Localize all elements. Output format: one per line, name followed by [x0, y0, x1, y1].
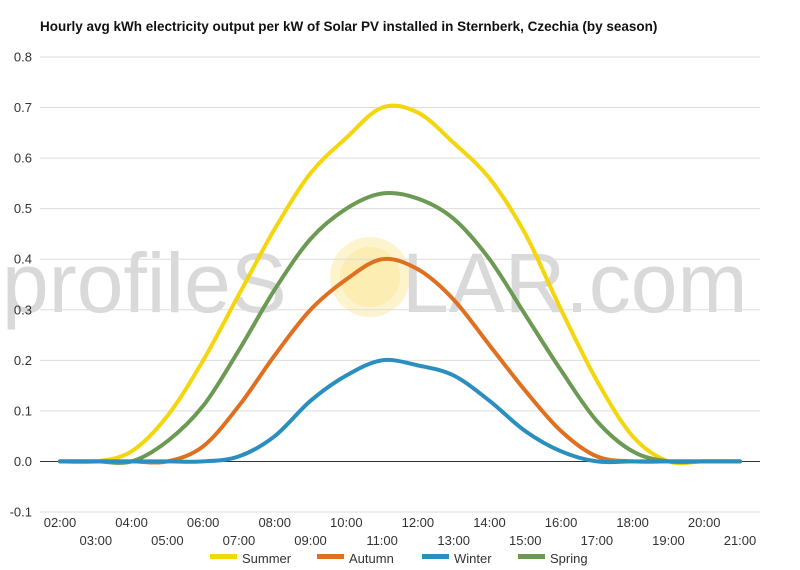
legend-swatch-autumn: [317, 554, 344, 559]
legend-swatch-winter: [422, 554, 449, 559]
x-tick-label: 18:00: [616, 515, 649, 530]
y-tick-label: 0.1: [14, 403, 32, 418]
x-tick-label: 03:00: [80, 533, 113, 548]
x-tick-label: 02:00: [44, 515, 77, 530]
x-tick-label: 11:00: [366, 533, 398, 548]
legend: Summer Autumn Winter Spring: [210, 551, 588, 566]
x-tick-label: 15:00: [509, 533, 542, 548]
legend-label-autumn: Autumn: [349, 551, 394, 566]
x-tick-label: 13:00: [437, 533, 470, 548]
legend-label-summer: Summer: [242, 551, 292, 566]
x-tick-label: 05:00: [151, 533, 184, 548]
x-tick-label: 17:00: [581, 533, 614, 548]
series-line-spring: [58, 190, 742, 465]
x-tick-label: 20:00: [688, 515, 721, 530]
x-tick-label: 07:00: [223, 533, 256, 548]
legend-swatch-spring: [518, 554, 545, 559]
y-tick-label: 0.5: [14, 201, 32, 216]
chart-title: Hourly avg kWh electricity output per kW…: [40, 19, 658, 34]
y-tick-label: 0.4: [14, 252, 32, 267]
series-lines: [58, 103, 742, 466]
x-tick-label: 08:00: [258, 515, 291, 530]
x-tick-label: 14:00: [473, 515, 506, 530]
x-tick-label: 19:00: [652, 533, 685, 548]
y-tick-label: 0.0: [14, 454, 32, 469]
watermark-text-left: profileS: [2, 236, 287, 330]
y-tick-label: -0.1: [10, 505, 32, 520]
y-tick-label: 0.3: [14, 302, 32, 317]
x-tick-label: 12:00: [402, 515, 435, 530]
sun-core: [340, 247, 400, 307]
watermark: profileS LAR.com: [2, 236, 747, 330]
x-tick-label: 06:00: [187, 515, 220, 530]
series-line-winter: [58, 357, 742, 465]
x-axis-ticks: 02:0003:0004:0005:0006:0007:0008:0009:00…: [44, 515, 757, 548]
y-tick-label: 0.8: [14, 50, 32, 65]
series-line-summer: [58, 103, 742, 466]
legend-swatch-summer: [210, 554, 237, 559]
x-tick-label: 16:00: [545, 515, 578, 530]
y-tick-label: 0.2: [14, 353, 32, 368]
y-axis-ticks: -0.1 0.0 0.1 0.2 0.3 0.4 0.5 0.6 0.7 0.8: [10, 50, 32, 520]
x-tick-label: 09:00: [294, 533, 327, 548]
x-tick-label: 21:00: [724, 533, 757, 548]
y-tick-label: 0.6: [14, 151, 32, 166]
watermark-text-right: LAR.com: [402, 236, 747, 330]
y-tick-label: 0.7: [14, 100, 32, 115]
x-tick-label: 04:00: [115, 515, 148, 530]
x-tick-label: 10:00: [330, 515, 363, 530]
legend-label-spring: Spring: [550, 551, 588, 566]
legend-label-winter: Winter: [454, 551, 492, 566]
sun-logo: [330, 237, 410, 317]
